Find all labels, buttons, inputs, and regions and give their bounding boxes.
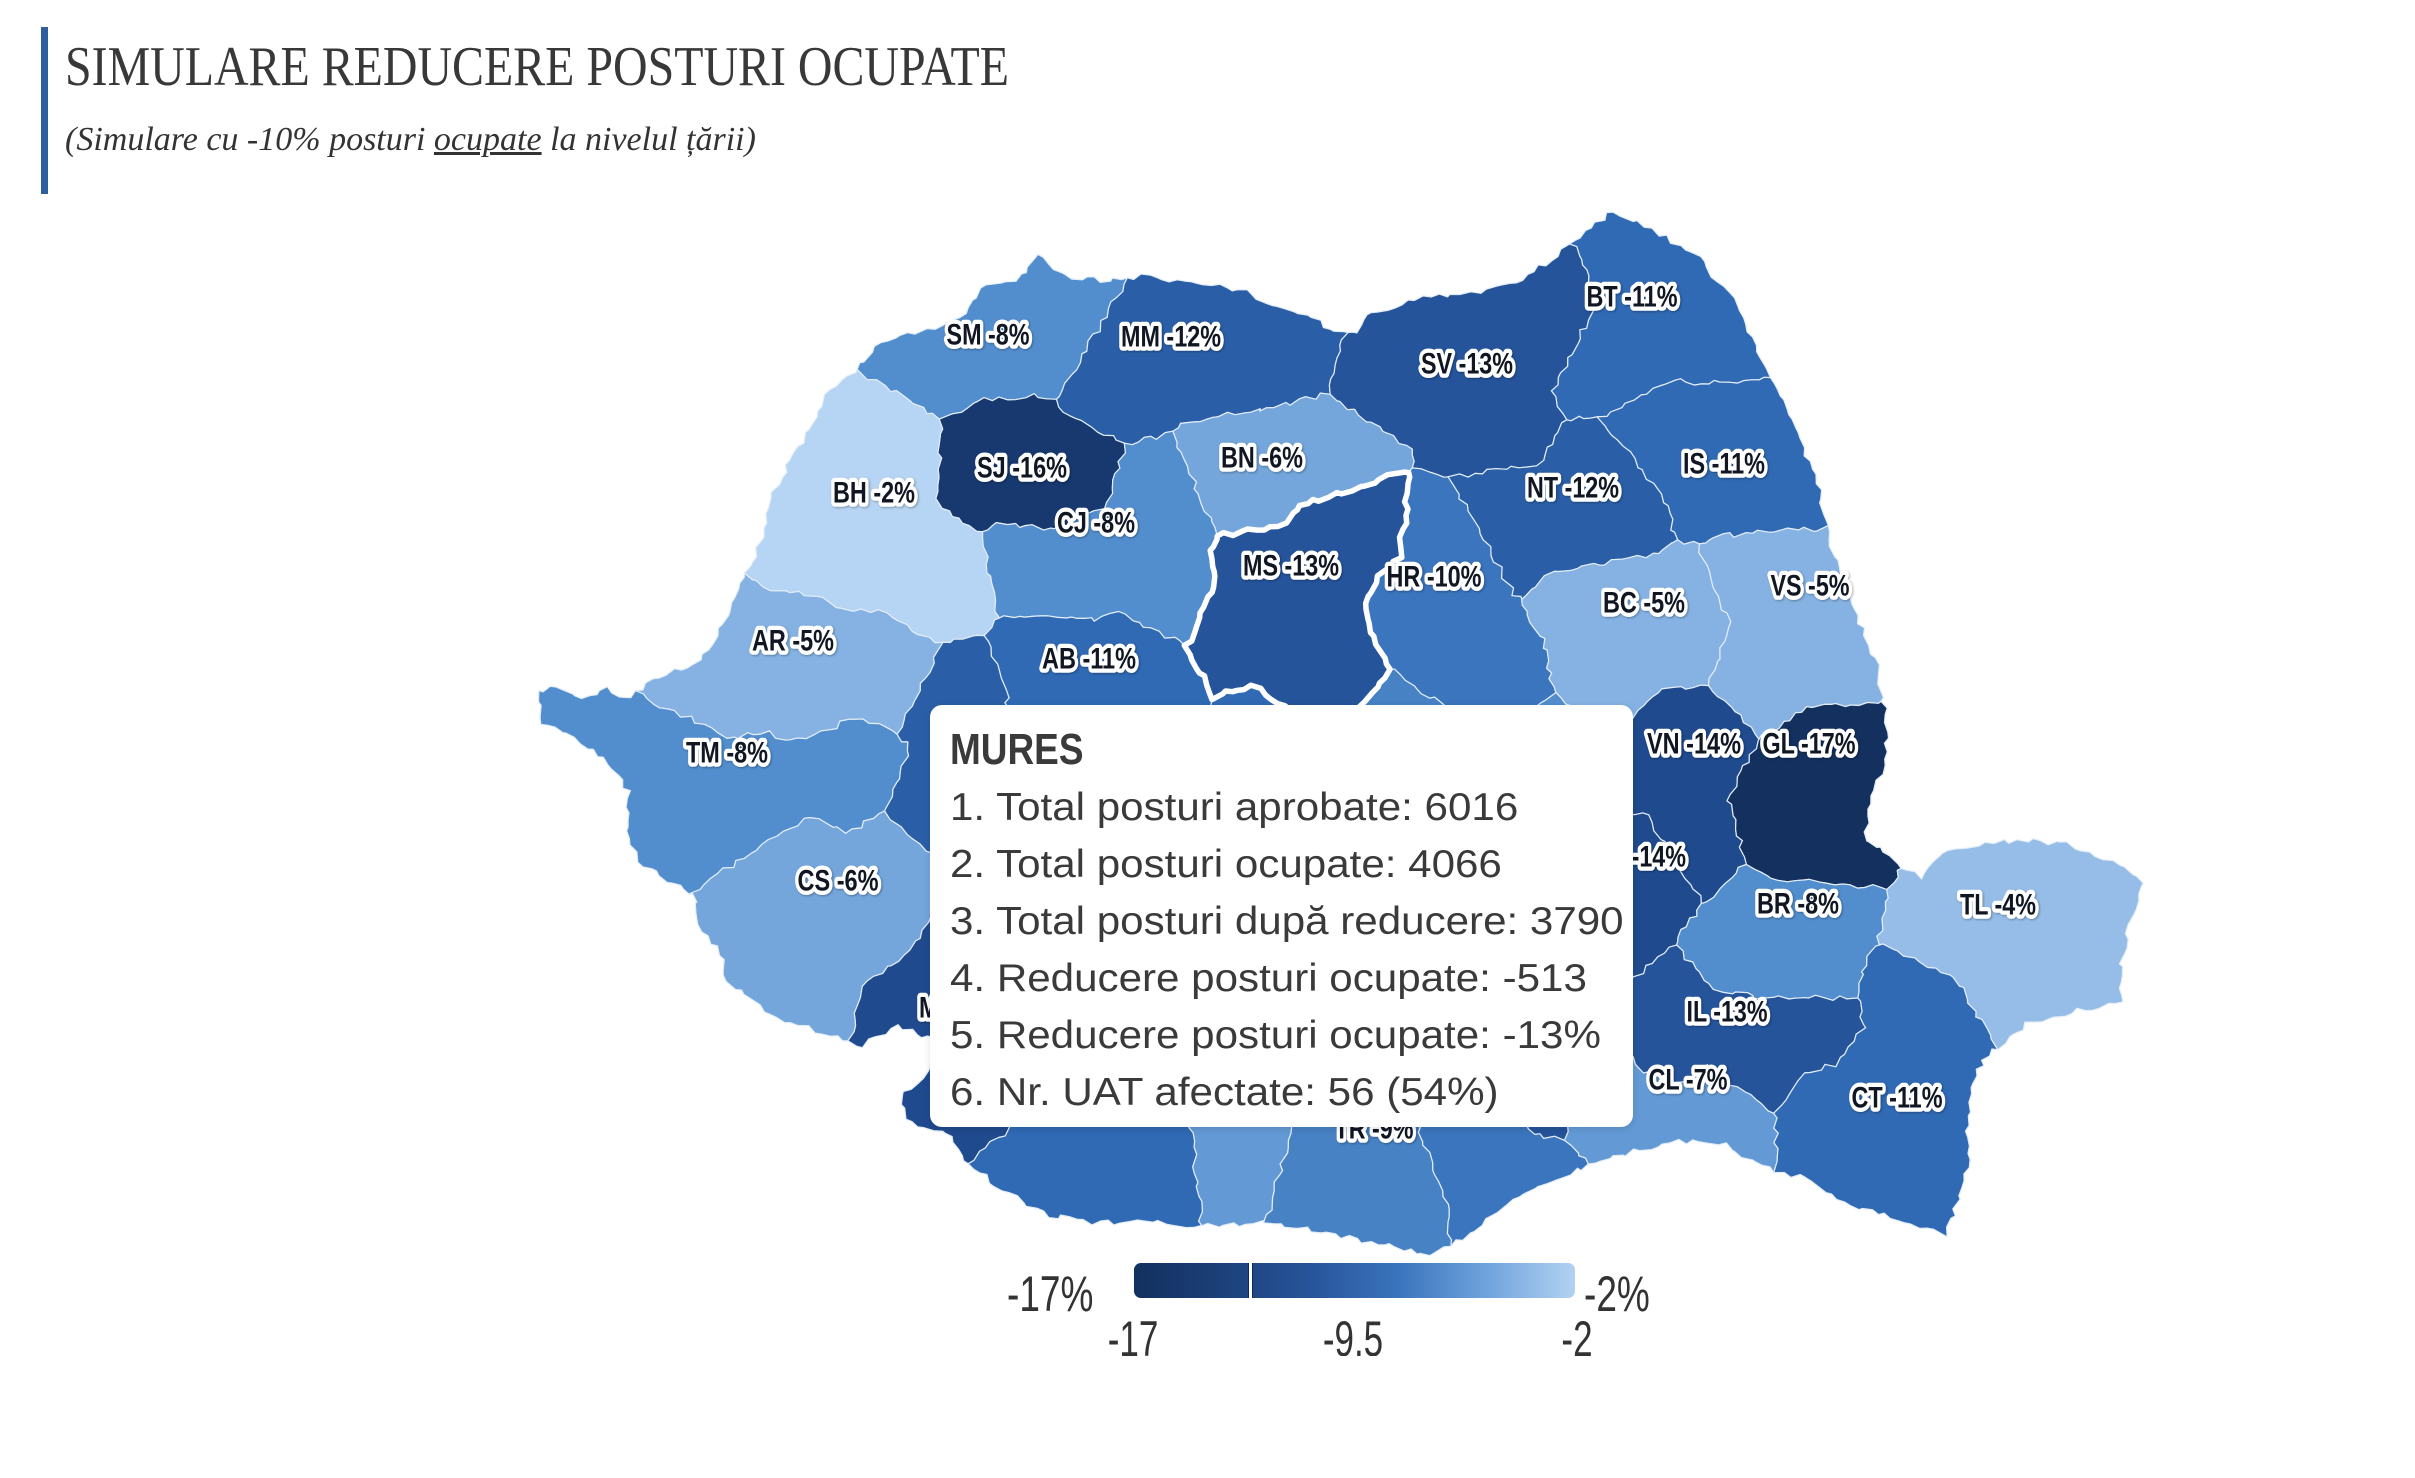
svg-text:SM -8%: SM -8% bbox=[947, 319, 1030, 352]
svg-text:MS -13%: MS -13% bbox=[1243, 550, 1339, 583]
svg-text:IL -13%: IL -13% bbox=[1687, 996, 1768, 1029]
svg-text:IS -11%: IS -11% bbox=[1683, 448, 1765, 481]
svg-text:BN -6%: BN -6% bbox=[1221, 442, 1303, 475]
svg-text:CL -7%: CL -7% bbox=[1649, 1064, 1728, 1097]
svg-text:VS -5%: VS -5% bbox=[1771, 570, 1850, 603]
svg-text:SJ -16%: SJ -16% bbox=[977, 452, 1067, 485]
svg-text:GL -17%: GL -17% bbox=[1763, 728, 1856, 761]
svg-text:BC -5%: BC -5% bbox=[1603, 587, 1685, 620]
svg-text:CS -6%: CS -6% bbox=[798, 865, 879, 898]
svg-text:TM -8%: TM -8% bbox=[686, 737, 768, 770]
svg-text:BT -11%: BT -11% bbox=[1587, 281, 1678, 314]
svg-text:MM -12%: MM -12% bbox=[1121, 321, 1221, 354]
svg-text:AR -5%: AR -5% bbox=[752, 625, 834, 658]
svg-text:HR -10%: HR -10% bbox=[1387, 561, 1482, 594]
svg-text:TL -4%: TL -4% bbox=[1960, 889, 2036, 922]
svg-text:BH -2%: BH -2% bbox=[833, 477, 915, 510]
svg-text:CJ -8%: CJ -8% bbox=[1057, 507, 1135, 540]
svg-text:VN -14%: VN -14% bbox=[1647, 728, 1741, 761]
svg-text:AB -11%: AB -11% bbox=[1042, 643, 1136, 676]
svg-text:CT -11%: CT -11% bbox=[1852, 1082, 1943, 1115]
svg-text:BR -8%: BR -8% bbox=[1757, 888, 1839, 921]
svg-text:NT -12%: NT -12% bbox=[1527, 472, 1619, 505]
svg-text:SV -13%: SV -13% bbox=[1421, 348, 1513, 381]
